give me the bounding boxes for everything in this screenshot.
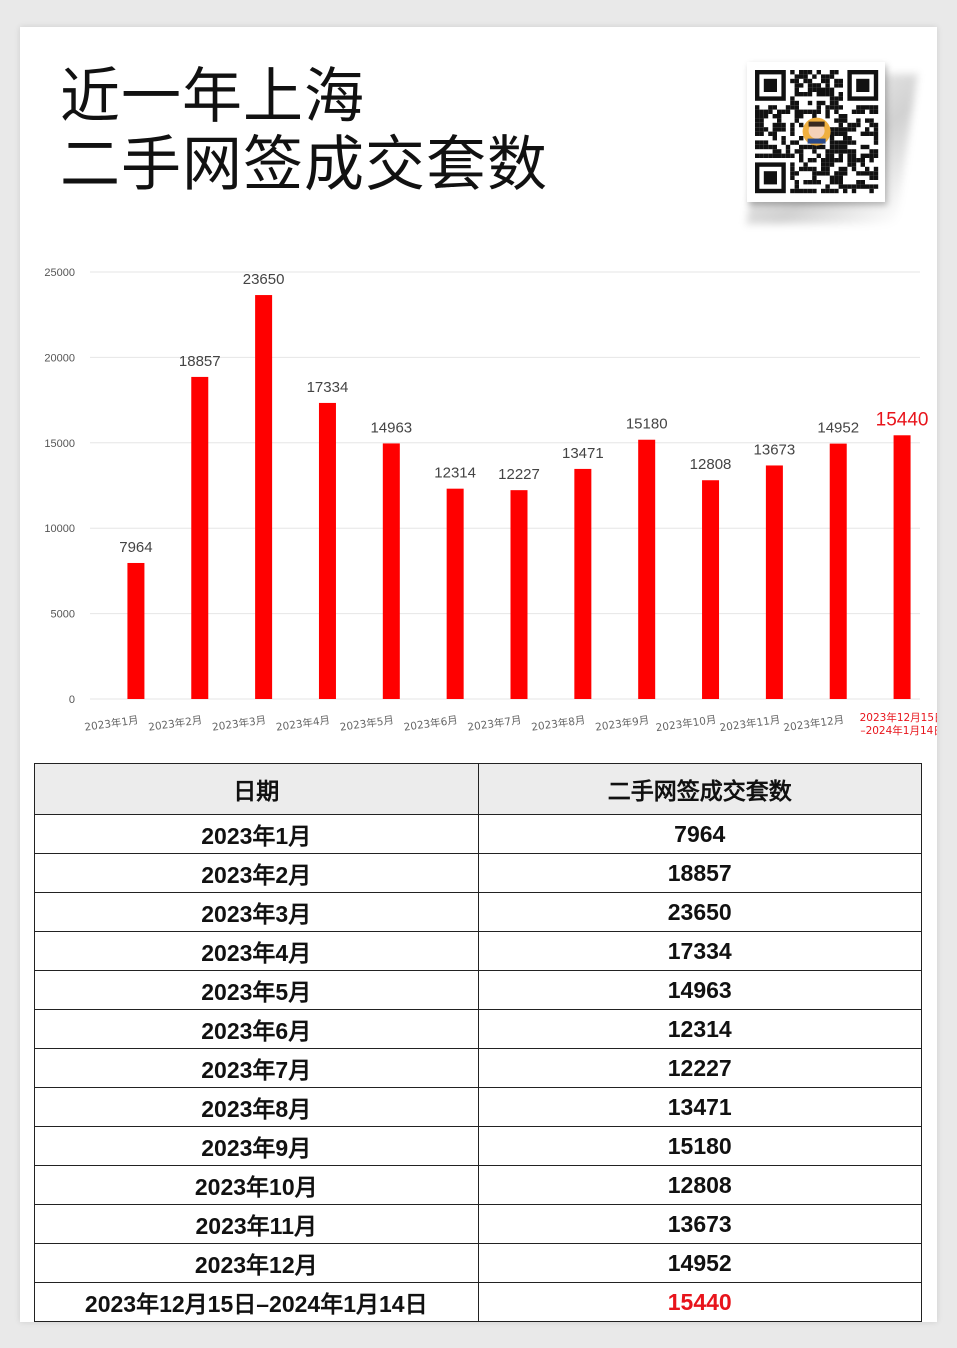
bar <box>255 295 273 699</box>
table-header-row: 日期 二手网签成交套数 <box>34 763 922 815</box>
title-line-1: 近一年上海 <box>60 62 365 132</box>
cell-count: 7964 <box>477 814 922 854</box>
table-row: 2023年3月 23650 <box>34 892 922 932</box>
data-label: 15180 <box>626 416 668 433</box>
cell-date: 2023年10月 <box>34 1165 479 1205</box>
bar <box>829 443 847 699</box>
header-count: 二手网签成交套数 <box>477 763 922 815</box>
cell-count: 18857 <box>477 853 922 893</box>
cell-count: 13673 <box>477 1204 922 1244</box>
bar <box>318 402 336 699</box>
table-row: 2023年8月 13471 <box>34 1087 922 1127</box>
cell-count: 15180 <box>477 1126 922 1166</box>
cell-count: 14963 <box>477 970 922 1010</box>
cell-date: 2023年1月 <box>34 814 479 854</box>
y-tick-label: 5000 <box>51 609 75 621</box>
cell-count: 23650 <box>477 892 922 932</box>
cell-date: 2023年12月15日–2024年1月14日 <box>34 1282 479 1322</box>
data-label: 13673 <box>754 441 796 458</box>
x-tick-label: 2023年6月 <box>403 713 459 733</box>
x-tick-label: 2023年12月15日 <box>860 711 937 724</box>
y-tick-label: 25000 <box>44 267 75 279</box>
bar <box>574 468 592 699</box>
title-line-2: 二手网签成交套数 <box>60 130 548 200</box>
bar <box>510 490 528 699</box>
cell-count: 12227 <box>477 1048 922 1088</box>
cell-count: 14952 <box>477 1243 922 1283</box>
x-tick-label: 2023年7月 <box>467 713 523 733</box>
x-tick-label: 2023年5月 <box>339 713 395 733</box>
cell-count: 12808 <box>477 1165 922 1205</box>
x-tick-label: 2023年2月 <box>147 713 203 733</box>
x-tick-label: 2023年12月 <box>783 713 845 734</box>
poster-card: 近一年上海 二手网签成交套数 0 5000 10000 15000 20000 25000… <box>20 27 937 1322</box>
cell-date: 2023年8月 <box>34 1087 479 1127</box>
cell-count: 17334 <box>477 931 922 971</box>
data-label: 15440 <box>876 409 929 430</box>
qr-code-icon <box>755 70 879 194</box>
table-row: 2023年6月 12314 <box>34 1009 922 1049</box>
x-tick-label: –2024年1月14日 <box>860 724 937 737</box>
cell-count: 12314 <box>477 1009 922 1049</box>
bar <box>446 488 464 699</box>
cell-count: 15440 <box>477 1282 922 1322</box>
x-tick-label: 2023年10月 <box>655 713 717 734</box>
x-tick-label: 2023年11月 <box>719 713 781 734</box>
bar <box>702 480 720 699</box>
cell-date: 2023年12月 <box>34 1243 479 1283</box>
data-label: 18857 <box>179 353 221 370</box>
qr-code <box>746 62 918 224</box>
data-label: 12227 <box>498 466 540 483</box>
bar-chart: 0 5000 10000 15000 20000 25000 7964 2023年1月 1885… <box>44 267 937 737</box>
table-row: 2023年10月 12808 <box>34 1165 922 1205</box>
cell-date: 2023年3月 <box>34 892 479 932</box>
table-row: 2023年12月 14952 <box>34 1243 922 1283</box>
cell-date: 2023年5月 <box>34 970 479 1010</box>
x-tick-label: 2023年3月 <box>211 713 267 733</box>
y-tick-label: 10000 <box>44 523 75 535</box>
y-tick-label: 15000 <box>44 438 75 450</box>
table-row: 2023年9月 15180 <box>34 1126 922 1166</box>
table-row: 2023年2月 18857 <box>34 853 922 893</box>
table-row: 2023年12月15日–2024年1月14日 15440 <box>34 1282 922 1322</box>
cell-date: 2023年4月 <box>34 931 479 971</box>
data-table: 日期 二手网签成交套数 2023年1月 7964 2023年2月 18857 2023年… <box>34 763 922 1322</box>
x-tick-label: 2023年9月 <box>594 713 650 733</box>
table-row: 2023年7月 12227 <box>34 1048 922 1088</box>
data-label: 12808 <box>690 456 732 473</box>
y-tick-label: 0 <box>69 694 75 706</box>
cell-date: 2023年6月 <box>34 1009 479 1049</box>
bar <box>127 562 145 699</box>
data-label: 14963 <box>370 419 412 436</box>
data-label: 13471 <box>562 445 604 462</box>
x-tick-label: 2023年4月 <box>275 713 331 733</box>
cell-date: 2023年2月 <box>34 853 479 893</box>
bar <box>382 443 400 699</box>
bar <box>638 439 656 699</box>
cell-date: 2023年11月 <box>34 1204 479 1244</box>
data-label: 14952 <box>817 420 859 437</box>
data-label: 12314 <box>434 465 476 482</box>
x-tick-label: 2023年8月 <box>531 713 587 733</box>
data-label: 7964 <box>119 539 152 556</box>
cell-date: 2023年9月 <box>34 1126 479 1166</box>
x-tick-label: 2023年1月 <box>84 713 140 733</box>
y-tick-label: 20000 <box>44 352 75 364</box>
header-date: 日期 <box>34 763 479 815</box>
page-title: 近一年上海 二手网签成交套数 <box>60 63 548 199</box>
cell-count: 13471 <box>477 1087 922 1127</box>
qr-code-image <box>747 62 885 202</box>
table-row: 2023年5月 14963 <box>34 970 922 1010</box>
cell-date: 2023年7月 <box>34 1048 479 1088</box>
table-row: 2023年11月 13673 <box>34 1204 922 1244</box>
table-row: 2023年4月 17334 <box>34 931 922 971</box>
table-row: 2023年1月 7964 <box>34 814 922 854</box>
bar <box>765 465 783 699</box>
bar <box>191 376 209 699</box>
data-label: 23650 <box>243 271 285 288</box>
data-label: 17334 <box>307 379 349 396</box>
bar <box>893 435 911 699</box>
